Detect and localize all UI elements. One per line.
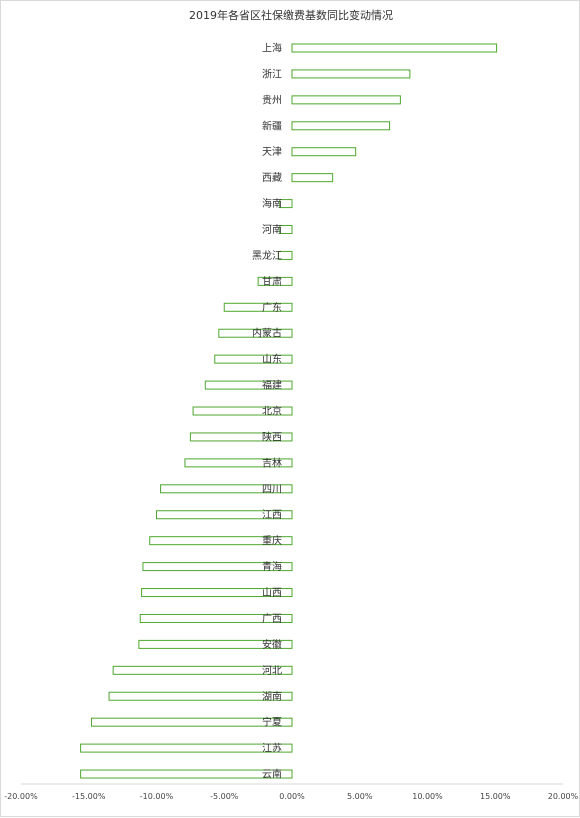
- category-label: 甘肃: [262, 275, 282, 288]
- x-tick-label: 10.00%: [412, 792, 443, 801]
- category-label: 山西: [262, 587, 282, 599]
- x-tick-label: 15.00%: [480, 792, 511, 801]
- bar-浙江: [291, 69, 411, 79]
- x-tick-label: -5.00%: [210, 792, 239, 801]
- category-label: 云南: [262, 768, 282, 781]
- bar-天津: [291, 147, 357, 157]
- category-label: 江西: [262, 509, 282, 521]
- x-tick-label: 20.00%: [548, 792, 579, 801]
- category-label: 内蒙古: [252, 327, 282, 340]
- bar-上海: [291, 43, 498, 53]
- chart-title: 2019年各省区社保缴费基数同比变动情况: [189, 9, 393, 22]
- bar-甘肃: [257, 276, 293, 286]
- bar-福建: [204, 380, 293, 390]
- bar-陕西: [189, 432, 293, 442]
- bar-江西: [156, 510, 293, 520]
- bar-山西: [141, 588, 293, 598]
- bar-广西: [139, 613, 293, 623]
- bar-吉林: [184, 458, 293, 468]
- category-label: 天津: [262, 146, 282, 158]
- category-label: 广东: [262, 301, 282, 314]
- category-label: 西藏: [262, 172, 282, 184]
- category-label: 广西: [262, 613, 282, 625]
- category-label: 浙江: [262, 68, 282, 80]
- category-label: 河南: [262, 223, 282, 236]
- category-label: 陕西: [262, 430, 282, 443]
- x-tick-label: 0.00%: [279, 792, 305, 801]
- category-label: 宁夏: [262, 716, 282, 729]
- bar-江苏: [80, 743, 293, 753]
- x-tick-label: -20.00%: [4, 792, 38, 801]
- bar-河北: [112, 665, 293, 675]
- category-label: 湖南: [262, 690, 282, 703]
- bar-重庆: [149, 536, 293, 546]
- category-label: 福建: [262, 379, 282, 392]
- bar-贵州: [291, 95, 401, 105]
- category-label: 贵州: [262, 93, 282, 106]
- category-label: 海南: [262, 197, 282, 210]
- bar-云南: [80, 769, 293, 779]
- bar-海南: [279, 199, 293, 209]
- bar-新疆: [291, 121, 391, 131]
- bar-宁夏: [90, 717, 293, 727]
- x-tick-label: -10.00%: [140, 792, 174, 801]
- bar-山东: [214, 354, 293, 364]
- category-label: 重庆: [262, 534, 282, 547]
- category-label: 四川: [262, 484, 282, 495]
- bar-青海: [142, 562, 293, 572]
- category-label: 青海: [262, 560, 282, 573]
- bar-黑龙江: [277, 250, 293, 260]
- bar-北京: [192, 406, 293, 416]
- category-label: 北京: [262, 405, 282, 418]
- bar-河南: [279, 225, 293, 235]
- bar-内蒙古: [218, 328, 293, 338]
- bar-西藏: [291, 173, 334, 183]
- category-label: 河北: [262, 665, 282, 677]
- category-label: 山东: [262, 353, 282, 366]
- category-label: 新疆: [262, 119, 282, 132]
- category-label: 吉林: [262, 456, 282, 469]
- category-label: 黑龙江: [252, 249, 282, 262]
- x-tick-label: -15.00%: [72, 792, 106, 801]
- bar-广东: [223, 302, 293, 312]
- category-label: 江苏: [262, 742, 282, 755]
- bar-安徽: [138, 639, 293, 649]
- category-label: 安徽: [262, 638, 282, 651]
- bar-湖南: [108, 691, 293, 701]
- x-tick-label: 5.00%: [347, 792, 373, 801]
- bar-四川: [160, 484, 293, 494]
- category-label: 上海: [262, 42, 282, 55]
